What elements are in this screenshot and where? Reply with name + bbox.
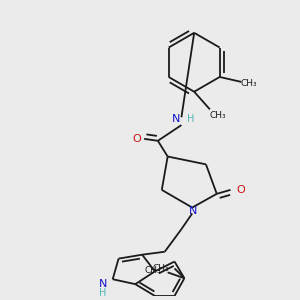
Text: O: O (236, 185, 245, 195)
Text: H: H (99, 288, 106, 298)
Text: CH₃: CH₃ (209, 111, 226, 120)
Text: O: O (132, 134, 141, 144)
Text: H: H (187, 114, 194, 124)
Text: CH₃: CH₃ (241, 80, 257, 88)
Text: N: N (99, 279, 107, 289)
Text: CH₃: CH₃ (152, 264, 169, 273)
Text: N: N (189, 206, 197, 217)
Text: CH₃: CH₃ (145, 266, 161, 275)
Text: N: N (172, 114, 181, 124)
